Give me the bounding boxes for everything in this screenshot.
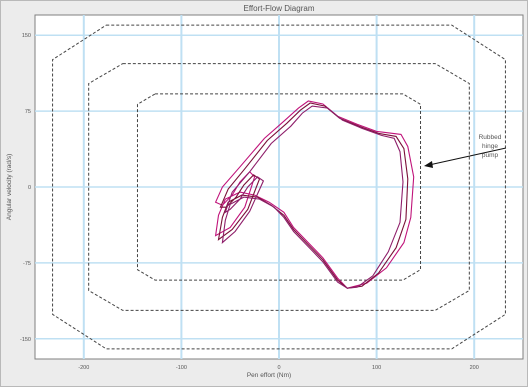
x-tick-label: 200 — [470, 365, 479, 371]
y-tick-label: -150 — [20, 337, 31, 343]
x-axis-label: Pen effort (Nm) — [247, 372, 291, 379]
x-tick-label: -100 — [176, 365, 187, 371]
outer-boundary — [52, 24, 506, 350]
chart-title: Effort-Flow Diagram — [244, 4, 315, 13]
middle-boundary — [88, 63, 470, 311]
series-line-1 — [214, 100, 415, 289]
x-tick-label: 100 — [372, 365, 381, 371]
annotation-arrowhead — [424, 161, 433, 168]
series-line-2 — [217, 102, 409, 289]
annotation-arrow — [428, 147, 507, 166]
series-line-3 — [221, 105, 404, 289]
y-axis-label: Angular velocity (rad/s) — [6, 154, 13, 220]
y-tick-label: 75 — [25, 109, 31, 115]
annotation-label: Rubbed hinge pump — [479, 134, 502, 159]
y-tick-label: 0 — [28, 185, 31, 191]
x-tick-label: 0 — [277, 365, 280, 371]
inner-boundary — [136, 93, 422, 281]
y-tick-label: -75 — [23, 261, 31, 267]
x-tick-label: -200 — [78, 365, 89, 371]
y-tick-label: 150 — [22, 33, 31, 39]
